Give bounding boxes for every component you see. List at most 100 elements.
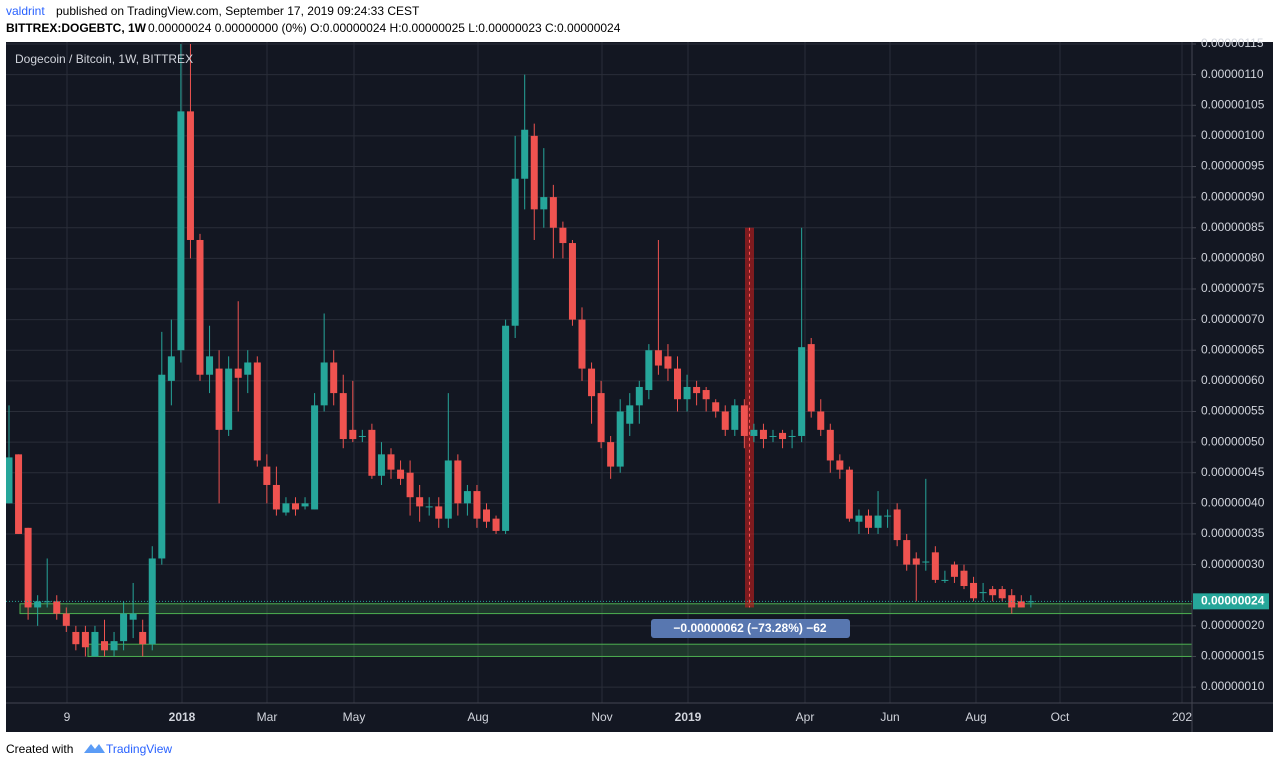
x-tick-label: Nov [591, 710, 612, 724]
measure-label-bg [651, 619, 850, 638]
candle-body [215, 368, 223, 430]
candle-body [616, 411, 624, 467]
candle-body [6, 457, 13, 504]
x-tick-label: 9 [64, 710, 71, 724]
footer-text: Created with [6, 742, 73, 756]
candle-body [893, 509, 901, 541]
y-tick-label: 0.00000105 [1201, 97, 1265, 111]
y-tick-label: 0.00000030 [1201, 557, 1265, 571]
candle-body [521, 129, 529, 179]
candle-body [349, 429, 357, 440]
candle-body [139, 631, 147, 645]
y-tick-label: 0.00000070 [1201, 312, 1265, 326]
candle-body [740, 405, 748, 436]
support-zone [87, 643, 1192, 657]
candle-body [511, 178, 519, 326]
last-price-bg [1193, 593, 1269, 610]
candle-body [635, 386, 643, 406]
y-tick-label: 0.00000095 [1201, 159, 1265, 173]
y-tick-label: 0.00000110 [1201, 67, 1264, 81]
candle-body [311, 405, 319, 510]
measure-label: −0.00000062 (−73.28%) −62 [673, 621, 826, 635]
candle-body [387, 454, 395, 470]
candle-body [292, 503, 299, 510]
y-tick-label: 0.00000035 [1201, 526, 1265, 540]
candle-body [101, 641, 108, 651]
plot [6, 42, 1192, 703]
candle-body [798, 347, 806, 436]
candle-body [607, 442, 615, 467]
candle-body [1017, 601, 1025, 608]
candle-body [855, 515, 863, 522]
candle-body [81, 631, 89, 648]
y-tick-label: 0.00000040 [1201, 496, 1265, 510]
x-tick-label: Mar [257, 710, 278, 724]
candle-body [177, 111, 185, 351]
candle-body [989, 589, 997, 596]
candle-body [578, 319, 586, 369]
candle-body [435, 506, 443, 519]
y-tick-label: 0.00000045 [1201, 465, 1265, 479]
chart-title: Dogecoin / Bitcoin, 1W, BITTREX [15, 52, 193, 66]
candle-body [406, 472, 414, 498]
candle-body [836, 460, 844, 470]
candle-body [120, 613, 128, 642]
brand[interactable]: TradingView [106, 742, 172, 756]
candle-body [167, 356, 175, 381]
candle-body [807, 344, 815, 412]
candle-body [549, 197, 557, 228]
candle-body [1027, 601, 1035, 603]
candle-body [444, 460, 452, 519]
candle-body [903, 540, 911, 565]
candle-body [568, 243, 576, 320]
candle-body [24, 527, 32, 608]
y-tick-label: 0.00000075 [1201, 281, 1265, 295]
candle-body [779, 432, 787, 440]
published: published on TradingView.com, September … [56, 4, 420, 18]
candle-body [282, 503, 290, 513]
y-tick-label: 0.00000015 [1201, 649, 1265, 663]
y-tick-label: 0.00000060 [1201, 373, 1265, 387]
x-tick-label: May [343, 710, 366, 724]
x-tick-label: 202 [1172, 710, 1192, 724]
y-tick-label: 0.00000100 [1201, 128, 1265, 142]
y-tick-label: 0.00000020 [1201, 618, 1265, 632]
candle-body [425, 506, 433, 508]
candle-body [186, 111, 194, 240]
candle-body [110, 641, 118, 651]
candle-body [588, 368, 596, 397]
candle-body [759, 429, 767, 440]
candle-body [263, 466, 271, 485]
logo [84, 744, 105, 753]
candle-body [664, 356, 672, 369]
candle-body [750, 429, 758, 436]
candle-body [922, 561, 930, 563]
candle-body [129, 613, 137, 620]
x-tick-label: Apr [796, 710, 815, 724]
x-tick-label: Aug [467, 710, 488, 724]
symbol: BITTREX:DOGEBTC, 1W [6, 21, 147, 35]
y-tick-label: 0.00000080 [1201, 251, 1265, 265]
candle-body [645, 350, 653, 391]
support-zone [19, 603, 1192, 615]
x-tick-label: Jun [880, 710, 899, 724]
candle-body [377, 454, 385, 476]
candle-body [358, 435, 366, 437]
candle-body [912, 558, 920, 565]
candle-body [559, 227, 567, 244]
candle-body [53, 601, 61, 614]
x-tick-label: Oct [1051, 710, 1070, 724]
last-price-label: 0.00000024 [1201, 594, 1265, 608]
candle-body [34, 601, 42, 608]
candle-body [731, 405, 739, 430]
candle-body [597, 393, 605, 443]
candle-body [454, 460, 462, 504]
x-tick-label: 2018 [169, 710, 196, 724]
measure-bar [745, 227, 754, 608]
author[interactable]: valdrint [6, 4, 45, 18]
candle-body [397, 469, 405, 479]
candle-body [826, 429, 834, 461]
candle-body [845, 469, 853, 519]
candle-body [62, 613, 70, 626]
